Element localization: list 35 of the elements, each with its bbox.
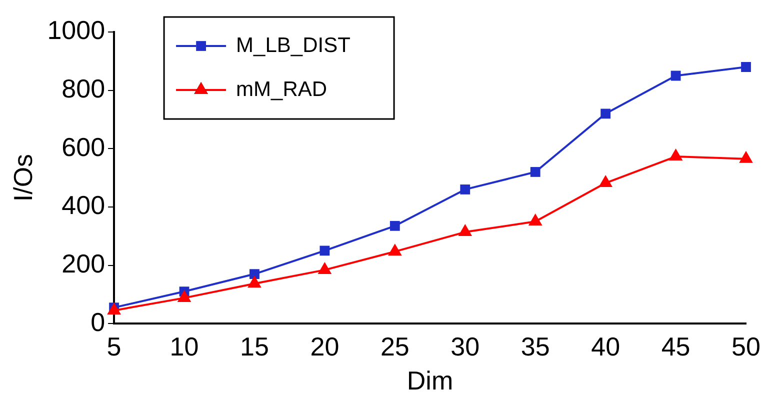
legend-label: mM_RAD — [236, 78, 328, 101]
x-tick-label: 25 — [380, 331, 410, 362]
point — [739, 150, 753, 163]
legend-label: M_LB_DIST — [236, 34, 351, 57]
point — [741, 62, 751, 72]
x-tick-label: 15 — [240, 331, 269, 362]
x-axis-title: Dim — [406, 366, 454, 396]
y-tick-label: 400 — [62, 190, 106, 220]
y-tick-label: 600 — [62, 132, 106, 162]
point — [390, 220, 400, 231]
y-tick-label: 800 — [62, 73, 106, 104]
point — [528, 214, 542, 226]
x-tick-label: 10 — [170, 331, 199, 362]
point — [460, 184, 470, 194]
x-tick-label: 35 — [520, 331, 550, 362]
point — [388, 244, 402, 256]
y-tick-label: 1000 — [47, 15, 106, 46]
x-tick-label: 20 — [310, 331, 340, 362]
point — [600, 108, 611, 119]
x-tick-label: 30 — [450, 331, 480, 362]
point — [670, 70, 681, 81]
point — [248, 276, 262, 288]
point — [177, 290, 192, 302]
point — [598, 175, 612, 188]
y-tick-label: 200 — [62, 248, 106, 278]
point — [530, 167, 540, 177]
x-tick-label: 50 — [732, 331, 760, 362]
x-tick-label: 40 — [591, 331, 620, 362]
x-tick-label: 5 — [106, 331, 122, 362]
x-tick-label: 45 — [661, 331, 690, 362]
point — [318, 262, 332, 274]
point — [668, 148, 683, 161]
y-tick-label: 0 — [90, 306, 106, 337]
point — [458, 224, 472, 236]
y-axis-title: I/Os — [8, 154, 38, 202]
